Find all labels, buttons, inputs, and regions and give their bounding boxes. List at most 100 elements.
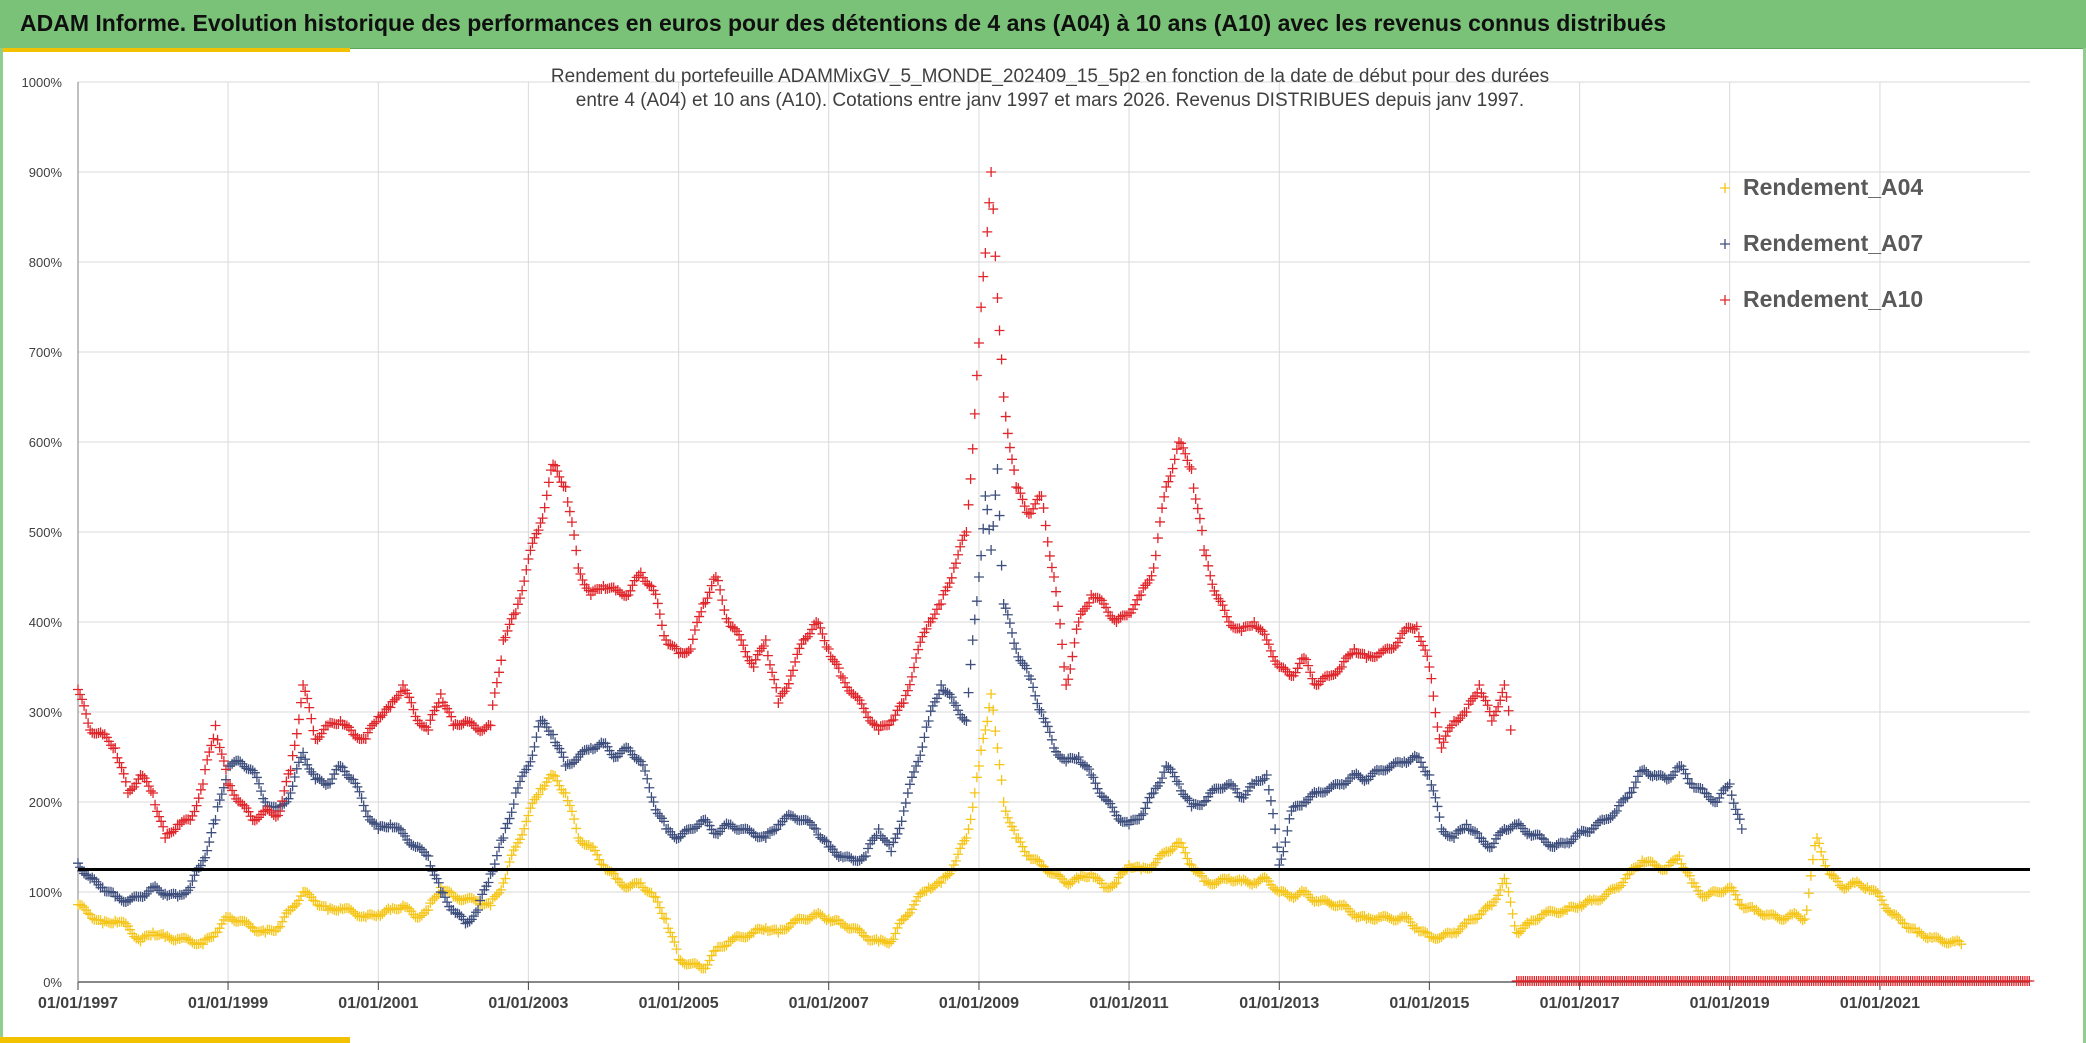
data-point	[1578, 899, 1589, 910]
data-point	[506, 613, 517, 624]
data-point	[1430, 707, 1441, 718]
data-point	[648, 891, 659, 902]
data-point	[285, 788, 296, 798]
data-point	[986, 545, 997, 555]
data-point	[978, 733, 989, 744]
data-point	[992, 293, 1003, 303]
data-point	[988, 705, 999, 716]
data-point	[581, 583, 592, 594]
data-point	[640, 885, 651, 896]
data-point	[663, 639, 674, 650]
data-point	[734, 824, 745, 835]
data-point	[769, 674, 780, 685]
x-tick-label: 01/01/2015	[1389, 995, 1469, 1012]
banner-title: ADAM Informe. Evolution historique des p…	[20, 10, 1667, 36]
y-tick-label: 300%	[29, 705, 63, 720]
data-point	[1574, 900, 1585, 911]
data-point	[575, 568, 586, 579]
data-point	[806, 624, 817, 635]
data-point	[1176, 438, 1187, 449]
data-point	[208, 931, 219, 942]
data-point	[421, 850, 432, 861]
data-point	[819, 835, 830, 846]
data-point	[356, 793, 367, 804]
data-point	[1040, 717, 1051, 728]
data-point	[468, 894, 479, 905]
data-point	[698, 599, 709, 609]
data-point	[116, 762, 127, 773]
data-point	[884, 839, 895, 850]
data-point	[1055, 752, 1066, 763]
data-point	[1599, 891, 1610, 902]
data-point	[337, 762, 348, 773]
data-point	[77, 694, 88, 705]
data-point	[181, 933, 192, 944]
data-point	[909, 662, 920, 673]
data-point	[1885, 907, 1896, 918]
data-point	[669, 937, 680, 948]
data-point	[990, 490, 1001, 501]
data-point	[815, 832, 826, 843]
data-point	[942, 687, 953, 698]
data-point	[1255, 874, 1266, 885]
data-point	[858, 851, 869, 862]
data-point	[1071, 624, 1082, 635]
data-point	[1103, 796, 1114, 807]
data-point	[498, 833, 509, 843]
series-layer	[73, 167, 2035, 986]
data-point	[671, 833, 682, 844]
data-point	[1176, 838, 1187, 849]
data-point	[1203, 560, 1214, 571]
data-point	[1305, 667, 1316, 678]
data-point	[921, 623, 932, 634]
data-point	[1415, 636, 1426, 647]
data-point	[654, 902, 665, 913]
data-point	[152, 806, 163, 817]
data-point	[1353, 912, 1364, 923]
data-point	[1082, 761, 1093, 772]
data-point	[133, 934, 144, 945]
data-point	[1954, 936, 1965, 947]
data-point	[661, 914, 672, 924]
data-point	[473, 905, 484, 915]
data-point	[894, 823, 905, 834]
data-point	[1278, 662, 1289, 673]
data-point	[573, 563, 584, 573]
data-point	[251, 772, 262, 783]
data-point	[335, 761, 346, 771]
data-point	[1495, 885, 1506, 896]
data-point	[371, 819, 382, 830]
data-point	[1182, 793, 1193, 804]
data-point	[564, 506, 575, 517]
data-point	[677, 957, 688, 968]
data-point	[539, 502, 550, 513]
data-point	[955, 843, 966, 854]
data-point	[535, 518, 546, 528]
data-point	[986, 167, 997, 177]
data-point	[867, 718, 878, 729]
data-point	[1470, 826, 1481, 837]
data-point	[898, 698, 909, 708]
data-point	[875, 721, 886, 732]
data-point	[1799, 914, 1810, 924]
data-point	[617, 880, 628, 891]
data-point	[560, 788, 571, 798]
data-point	[792, 649, 803, 660]
data-point	[1086, 770, 1097, 780]
data-point	[1755, 908, 1766, 919]
data-point	[354, 786, 365, 797]
data-point	[602, 583, 613, 594]
data-point	[1426, 779, 1437, 790]
data-point	[804, 817, 815, 828]
data-point	[646, 581, 657, 592]
data-point	[1094, 593, 1105, 604]
data-point	[1276, 854, 1287, 865]
data-point	[515, 834, 526, 845]
data-point	[961, 527, 972, 537]
data-point	[900, 690, 911, 701]
data-point	[650, 892, 661, 903]
data-point	[1213, 593, 1224, 604]
data-point	[994, 759, 1005, 770]
data-point	[1069, 637, 1080, 648]
data-point	[736, 635, 747, 645]
